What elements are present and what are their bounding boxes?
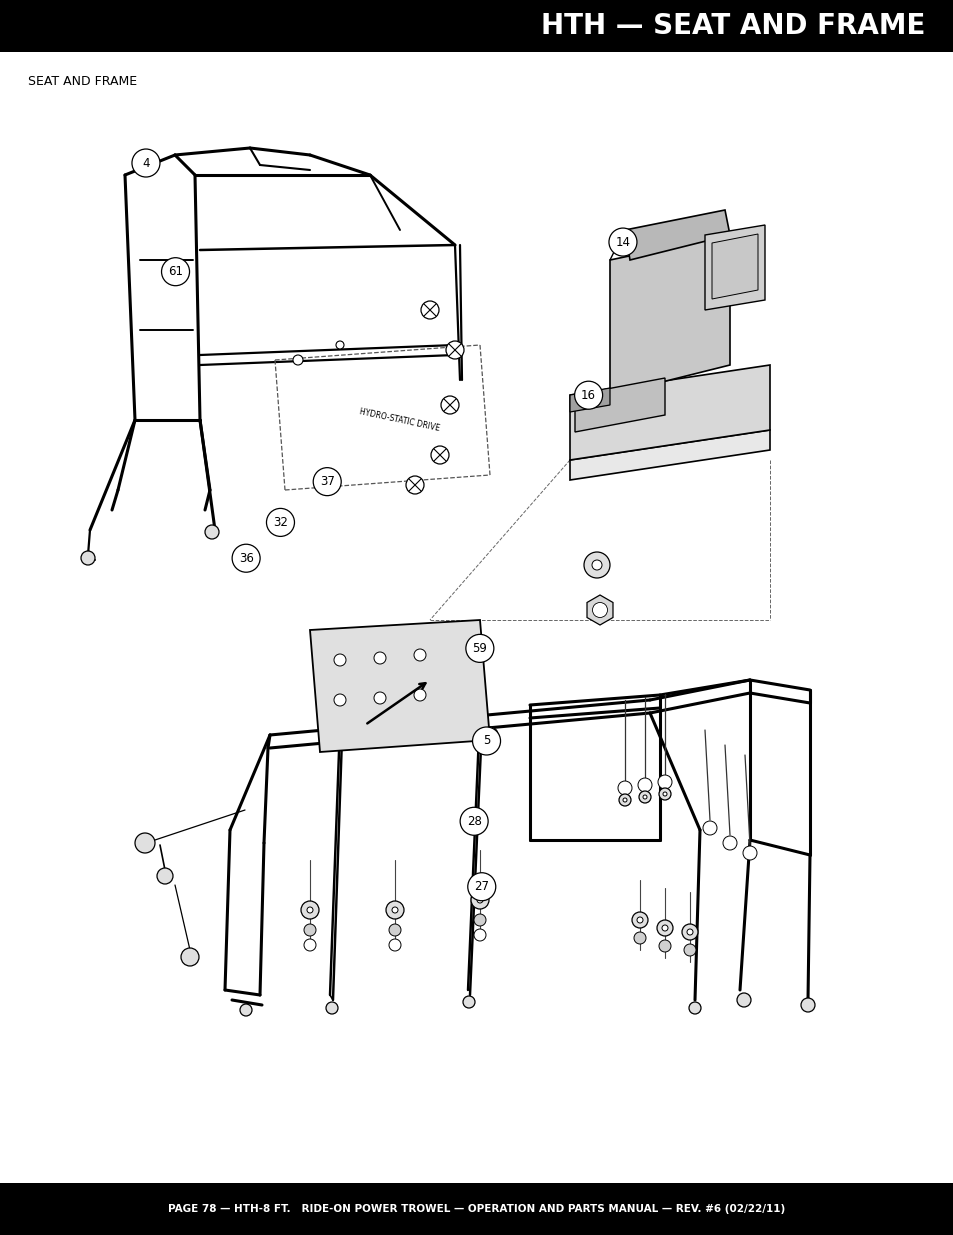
Polygon shape [569,430,769,480]
Circle shape [414,650,426,661]
Circle shape [459,808,488,835]
Circle shape [583,552,609,578]
Circle shape [634,932,645,944]
Text: 5: 5 [482,735,490,747]
Circle shape [481,727,497,743]
Text: SEAT AND FRAME: SEAT AND FRAME [28,75,137,88]
Circle shape [637,918,642,923]
Text: 16: 16 [580,389,596,401]
Circle shape [662,792,666,797]
Circle shape [334,655,346,666]
Circle shape [471,890,489,909]
Circle shape [313,468,341,495]
Circle shape [232,545,260,572]
Circle shape [574,382,602,409]
Circle shape [374,692,386,704]
Circle shape [392,906,397,913]
Circle shape [472,727,500,755]
Circle shape [618,794,630,806]
Text: 37: 37 [319,475,335,488]
Circle shape [389,939,400,951]
Circle shape [465,635,494,662]
Text: 61: 61 [168,266,183,278]
Circle shape [389,924,400,936]
Circle shape [467,873,496,900]
Circle shape [801,998,814,1011]
Circle shape [702,821,717,835]
Circle shape [618,781,631,795]
Circle shape [335,341,344,350]
Circle shape [462,995,475,1008]
Circle shape [446,341,463,359]
Circle shape [657,920,672,936]
Circle shape [307,906,313,913]
Circle shape [81,551,95,564]
Circle shape [420,301,438,319]
Circle shape [293,354,303,366]
Circle shape [592,603,607,618]
Circle shape [301,902,318,919]
Text: HYDRO-STATIC DRIVE: HYDRO-STATIC DRIVE [358,408,440,433]
Polygon shape [569,388,609,412]
Circle shape [686,929,692,935]
Circle shape [414,689,426,701]
Circle shape [742,846,757,860]
Circle shape [658,776,671,789]
Circle shape [374,652,386,664]
Circle shape [659,788,670,800]
Text: 36: 36 [238,552,253,564]
Polygon shape [575,378,664,432]
Circle shape [431,446,449,464]
Text: 14: 14 [615,236,630,248]
Circle shape [661,925,667,931]
Circle shape [688,1002,700,1014]
Circle shape [476,897,482,903]
Circle shape [622,798,626,802]
Polygon shape [624,210,729,261]
Circle shape [406,475,423,494]
Polygon shape [586,595,613,625]
Circle shape [240,1004,252,1016]
Circle shape [608,228,637,256]
Circle shape [386,902,403,919]
Circle shape [474,914,485,926]
Circle shape [642,795,646,799]
Text: 28: 28 [466,815,481,827]
Circle shape [631,911,647,927]
Polygon shape [569,366,769,459]
Circle shape [659,940,670,952]
Circle shape [157,868,172,884]
Circle shape [592,559,601,571]
Circle shape [737,993,750,1007]
Text: 27: 27 [474,881,489,893]
Bar [0,1183,953,1235]
Circle shape [639,790,650,803]
Circle shape [722,836,737,850]
Circle shape [181,948,199,966]
Circle shape [304,939,315,951]
Circle shape [326,1002,337,1014]
Polygon shape [704,225,764,310]
Circle shape [135,832,154,853]
Bar [0,0,953,52]
Circle shape [474,929,485,941]
Circle shape [334,694,346,706]
Circle shape [304,924,315,936]
Circle shape [683,944,696,956]
Text: 32: 32 [273,516,288,529]
Circle shape [132,149,160,177]
Circle shape [440,396,458,414]
Text: 59: 59 [472,642,487,655]
Circle shape [681,924,698,940]
Circle shape [638,778,651,792]
Polygon shape [310,620,490,752]
Circle shape [161,258,190,285]
Circle shape [205,525,219,538]
Text: PAGE 78 — HTH-8 FT.   RIDE-ON POWER TROWEL — OPERATION AND PARTS MANUAL — REV. #: PAGE 78 — HTH-8 FT. RIDE-ON POWER TROWEL… [168,1204,785,1214]
Polygon shape [609,235,729,395]
Circle shape [266,509,294,536]
Text: HTH — SEAT AND FRAME: HTH — SEAT AND FRAME [540,12,924,40]
Polygon shape [711,233,758,299]
Text: 4: 4 [142,157,150,169]
